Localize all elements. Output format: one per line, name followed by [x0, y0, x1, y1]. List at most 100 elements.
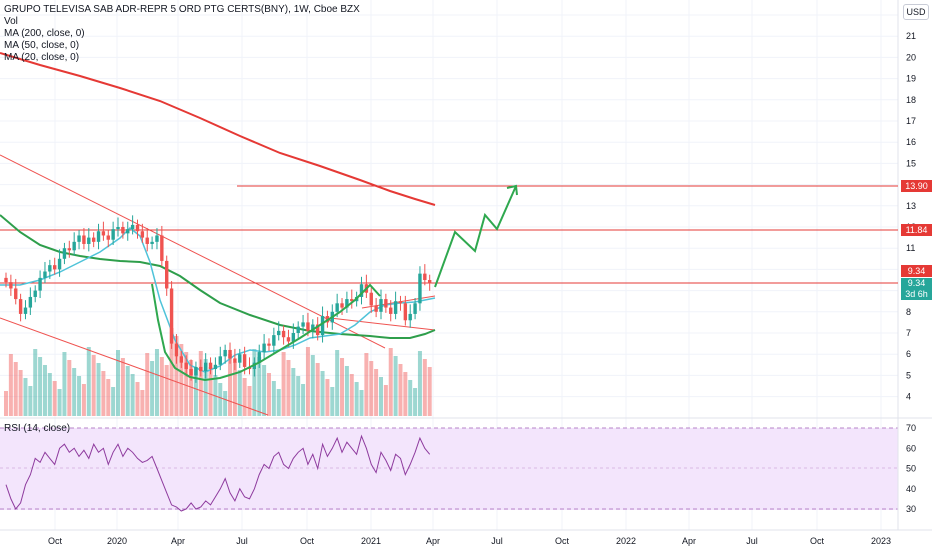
- volume-bar: [281, 352, 286, 416]
- volume-bar: [208, 367, 213, 416]
- volume-bar: [232, 362, 237, 416]
- volume-legend[interactable]: Vol: [4, 16, 18, 27]
- currency-button[interactable]: USD: [903, 4, 929, 20]
- price-tick-label: 6: [906, 349, 911, 359]
- volume-bar: [413, 388, 418, 416]
- time-axis: Oct 2020 Apr Jul Oct 2021 Apr Jul Oct 2022 Apr Jul O…: [48, 536, 891, 546]
- candle-body: [213, 364, 218, 370]
- volume-bar: [120, 358, 125, 416]
- candle-body: [57, 258, 62, 270]
- volume-bar: [354, 382, 359, 416]
- candle-body: [272, 335, 276, 346]
- volume-bar: [81, 384, 86, 416]
- candle-body: [228, 349, 232, 359]
- candle-body: [135, 224, 140, 232]
- volume-bar: [28, 386, 33, 416]
- time-tick-label: Oct: [810, 536, 825, 546]
- volume-bar: [315, 363, 320, 416]
- candle-body: [43, 271, 47, 278]
- price-tick-label: 17: [906, 116, 916, 126]
- candle-body: [18, 299, 23, 314]
- candle-body: [262, 343, 266, 353]
- rsi-polyline: [5, 434, 431, 512]
- symbol-title[interactable]: GRUPO TELEVISA SAB ADR-REPR 5 ORD PTG CE…: [4, 4, 360, 15]
- volume-bar: [101, 371, 106, 416]
- candle-body: [150, 241, 154, 244]
- candle-body: [369, 292, 373, 306]
- candle-body: [384, 299, 388, 308]
- candle-body: [189, 369, 193, 376]
- price-tick-label: 8: [906, 307, 911, 317]
- last-price-tag: 9.34: [901, 265, 932, 277]
- volume-bar: [340, 358, 345, 416]
- volume-bar: [252, 349, 257, 416]
- volume-bar: [262, 365, 267, 416]
- volume-bar: [320, 371, 325, 416]
- candle-body: [296, 326, 300, 333]
- volume-bar: [310, 355, 315, 416]
- candle-body: [350, 299, 354, 302]
- time-tick-label: 2022: [616, 536, 636, 546]
- candle-body: [345, 299, 349, 308]
- volume-bar: [106, 379, 111, 416]
- candle-body: [306, 322, 310, 331]
- cup-pattern: [151, 283, 381, 382]
- volume-bar: [242, 378, 247, 416]
- candle-body: [335, 303, 339, 312]
- rsi-tick-label: 40: [906, 484, 916, 494]
- volume-bar: [169, 328, 174, 416]
- candle-body: [423, 273, 427, 280]
- volume-bar: [159, 357, 164, 416]
- candle-body: [233, 358, 237, 363]
- candle-body: [62, 248, 67, 259]
- volume-bar: [422, 359, 427, 416]
- volume-bar: [116, 350, 121, 416]
- candle-body: [359, 284, 364, 297]
- price-tick-label: 19: [906, 74, 916, 84]
- rsi-legend[interactable]: RSI (14, close): [4, 423, 71, 434]
- candle-body: [286, 337, 291, 342]
- candle-body: [33, 290, 37, 297]
- rsi-tick-label: 30: [906, 504, 916, 514]
- ma200-legend[interactable]: MA (200, close, 0): [4, 28, 85, 39]
- ma20-line: [0, 226, 436, 373]
- volume-bar: [223, 391, 228, 416]
- volume-bar: [344, 366, 349, 416]
- candle-body: [14, 288, 18, 300]
- candle-body: [277, 330, 281, 336]
- volume-bar: [86, 347, 91, 416]
- volume-bar: [257, 357, 262, 416]
- volume-bar: [203, 359, 208, 416]
- candle-body: [126, 229, 130, 234]
- candle-body: [257, 352, 261, 363]
- candle-body: [413, 303, 417, 314]
- volume-bar: [393, 356, 398, 416]
- ma20-legend[interactable]: MA (20, close, 0): [4, 52, 80, 63]
- candle-body: [48, 265, 52, 272]
- volume-bar: [408, 380, 413, 416]
- price-tick-label: 20: [906, 52, 916, 62]
- volume-bar: [174, 336, 179, 416]
- volume-bar: [266, 373, 271, 416]
- moving-averages: [0, 52, 436, 373]
- candle-body: [130, 224, 135, 230]
- candle-body: [4, 277, 8, 283]
- candle-body: [311, 324, 315, 331]
- price-tick-label: 4: [906, 392, 911, 402]
- candle-body: [389, 307, 393, 314]
- rsi-pane: [0, 427, 898, 510]
- volume-bar: [130, 374, 135, 416]
- volume-bar: [296, 376, 301, 416]
- candle-body: [111, 229, 115, 240]
- ma50-legend[interactable]: MA (50, close, 0): [4, 40, 80, 51]
- candle-body: [121, 227, 125, 234]
- rsi-line: [5, 434, 431, 512]
- volume-bar: [364, 353, 369, 416]
- time-tick-label: Oct: [48, 536, 63, 546]
- volume-bar: [403, 372, 408, 416]
- price-tick-label: 15: [906, 158, 916, 168]
- volume-bar: [23, 378, 28, 416]
- candle-body: [53, 265, 57, 270]
- time-tick-label: Jul: [491, 536, 503, 546]
